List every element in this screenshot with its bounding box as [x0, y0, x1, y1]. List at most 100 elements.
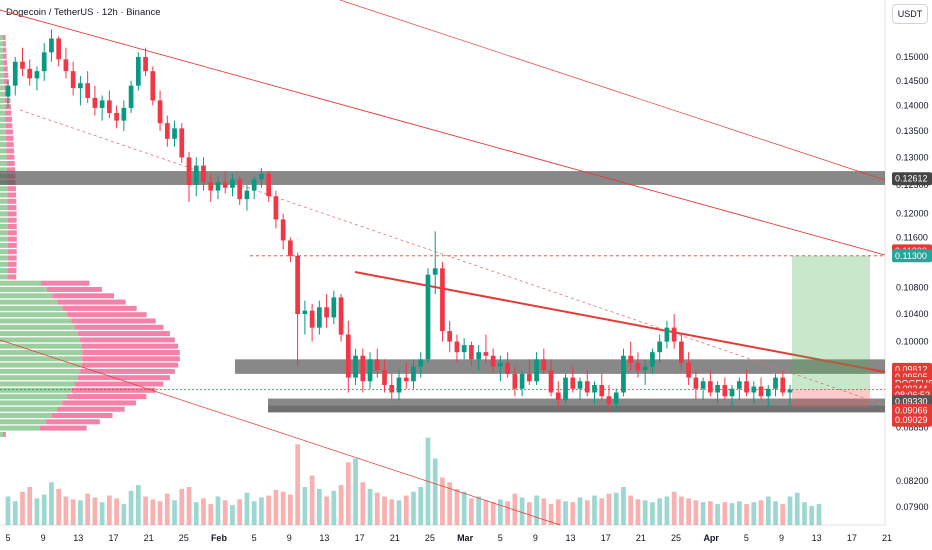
price-axis-tick: 0.08850 — [896, 422, 929, 432]
candle-body — [186, 157, 192, 185]
volume-bar — [121, 504, 127, 525]
time-axis-tick: 9 — [41, 533, 46, 543]
volume-profile-sell-bar — [71, 387, 156, 393]
level-tag-0.09066-label: 0.09066 — [895, 405, 928, 415]
candle-body — [345, 334, 351, 378]
time-axis-tick: 13 — [73, 533, 83, 543]
volume-bar — [360, 482, 366, 525]
volume-profile-sell-bar — [3, 41, 6, 47]
volume-bar — [12, 501, 18, 525]
volume-profile-buy-bar — [0, 41, 3, 47]
candle-body — [353, 355, 358, 378]
volume-bar — [469, 498, 474, 525]
level-tag-0.09330-label: 0.09330 — [895, 397, 928, 407]
candle-body — [715, 384, 720, 393]
volume-bar — [809, 506, 815, 525]
candle-body — [92, 97, 98, 108]
candle-body — [230, 179, 235, 188]
volume-profile-sell-bar — [71, 318, 156, 324]
volume-bar — [367, 488, 373, 525]
volume-bar — [56, 488, 62, 525]
volume-profile-sell-bar — [57, 299, 126, 305]
volume-bar — [309, 475, 315, 525]
price-axis-tick: 0.10400 — [896, 309, 929, 319]
candle-body — [324, 307, 329, 318]
candle-body — [773, 377, 778, 389]
candle-body — [440, 268, 445, 332]
volume-profile-sell-bar — [74, 324, 164, 330]
volume-bar — [722, 502, 728, 525]
volume-profile-buy-bar — [0, 362, 82, 368]
currency-selector-button[interactable]: USDT — [892, 4, 928, 24]
volume-profile-buy-bar — [0, 60, 4, 66]
volume-bar — [63, 496, 69, 525]
volume-bar — [92, 497, 98, 525]
volume-profile-sell-bar — [6, 154, 15, 160]
volume-bar — [193, 502, 199, 525]
price-axis-tick: 0.10800 — [896, 283, 929, 293]
countdown-tag-label: 08:06:52 — [895, 390, 930, 400]
candle-body — [787, 389, 793, 393]
volume-profile-buy-bar — [0, 135, 7, 141]
volume-bar — [621, 487, 626, 525]
volume-bar — [744, 504, 749, 525]
candle-body — [193, 165, 199, 185]
candle-body — [316, 307, 322, 328]
candle-body — [85, 83, 91, 98]
candle-body — [512, 373, 518, 389]
candle-body — [403, 377, 409, 382]
volume-profile-sell-bar — [3, 66, 8, 72]
volume-bar — [440, 477, 445, 525]
volume-profile-buy-bar — [0, 142, 7, 148]
volume-bar — [338, 485, 344, 525]
volume-profile-buy-bar — [0, 230, 8, 236]
volume-profile-sell-bar — [3, 431, 6, 437]
volume-bar — [418, 487, 424, 525]
long-position-profit-zone — [792, 255, 870, 390]
time-axis-tick: 5 — [252, 533, 257, 543]
volume-profile-sell-bar — [3, 53, 7, 59]
candle-body — [476, 352, 482, 360]
volume-profile-sell-bar — [3, 72, 9, 78]
volume-profile-sell-bar — [80, 368, 175, 374]
time-axis-tick: 21 — [636, 533, 646, 543]
volume-bar — [541, 498, 547, 525]
volume-profile-sell-bar — [6, 135, 14, 141]
candle-body — [179, 128, 185, 158]
candle-body — [432, 268, 438, 275]
volume-bar — [27, 487, 33, 525]
volume-profile-buy-bar — [0, 161, 7, 166]
volume-bar — [208, 504, 214, 525]
candle-body — [642, 366, 648, 371]
volume-profile-buy-bar — [0, 287, 47, 292]
time-axis-tick: 13 — [566, 533, 576, 543]
time-axis-tick: Apr — [703, 533, 719, 543]
candle-body — [396, 377, 402, 393]
level-tag-0.09066 — [892, 403, 932, 417]
volume-bar — [172, 500, 177, 525]
volume-profile-sell-bar — [7, 205, 17, 211]
volume-bar — [244, 492, 250, 525]
volume-bar — [577, 497, 583, 525]
volume-bar — [143, 496, 148, 525]
volume-bar — [85, 493, 91, 525]
volume-profile-sell-bar — [80, 337, 175, 343]
volume-bar — [201, 498, 206, 525]
candle-body — [469, 345, 474, 360]
volume-bar — [802, 502, 807, 525]
volume-bar — [411, 491, 416, 525]
volume-profile-sell-bar — [7, 211, 17, 217]
candle-body — [41, 52, 47, 72]
volume-profile-sell-bar — [67, 394, 147, 400]
volume-bar — [483, 500, 489, 525]
candle-body — [12, 61, 18, 86]
candle-body — [251, 179, 257, 191]
candle-body — [411, 366, 416, 382]
candle-body — [621, 355, 626, 393]
volume-bar — [628, 495, 634, 525]
candle-body — [280, 219, 286, 241]
volume-bar — [288, 494, 293, 525]
volume-profile-sell-bar — [7, 192, 17, 198]
downtrend-line-main — [0, 9, 886, 256]
